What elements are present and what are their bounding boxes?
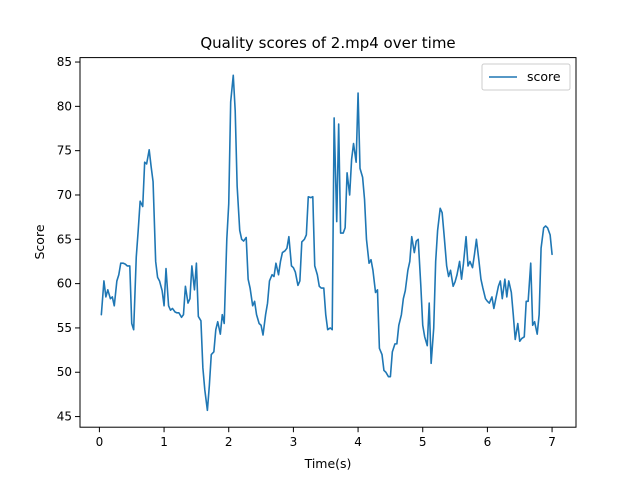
legend-label-score: score xyxy=(527,69,561,84)
y-tick-label: 60 xyxy=(57,277,72,291)
y-tick-label: 45 xyxy=(57,410,72,424)
plot-frame xyxy=(79,57,577,428)
legend: score xyxy=(481,63,571,91)
x-tick-label: 7 xyxy=(548,435,556,449)
x-axis-label: Time(s) xyxy=(304,456,352,471)
plot-area xyxy=(79,57,577,428)
chart-title: Quality scores of 2.mp4 over time xyxy=(200,34,455,52)
x-tick-label: 0 xyxy=(96,435,104,449)
y-tick-label: 50 xyxy=(57,365,72,379)
x-tick-label: 6 xyxy=(484,435,492,449)
x-tick-label: 2 xyxy=(225,435,233,449)
y-tick-label: 75 xyxy=(57,144,72,158)
x-tick-label: 3 xyxy=(290,435,298,449)
y-tick-label: 55 xyxy=(57,321,72,335)
y-tick-label: 85 xyxy=(57,55,72,69)
y-tick-label: 80 xyxy=(57,99,72,113)
x-axis-ticks: 0 1 2 3 4 5 6 7 xyxy=(96,427,556,449)
y-axis-ticks: 45 50 55 60 65 70 75 80 85 xyxy=(57,55,80,424)
x-tick-label: 1 xyxy=(160,435,168,449)
x-tick-label: 5 xyxy=(419,435,427,449)
y-axis-label: Score xyxy=(32,224,47,259)
y-tick-label: 65 xyxy=(57,232,72,246)
x-tick-label: 4 xyxy=(354,435,362,449)
y-tick-label: 70 xyxy=(57,188,72,202)
score-series-line xyxy=(100,74,553,412)
legend-box xyxy=(481,63,571,91)
